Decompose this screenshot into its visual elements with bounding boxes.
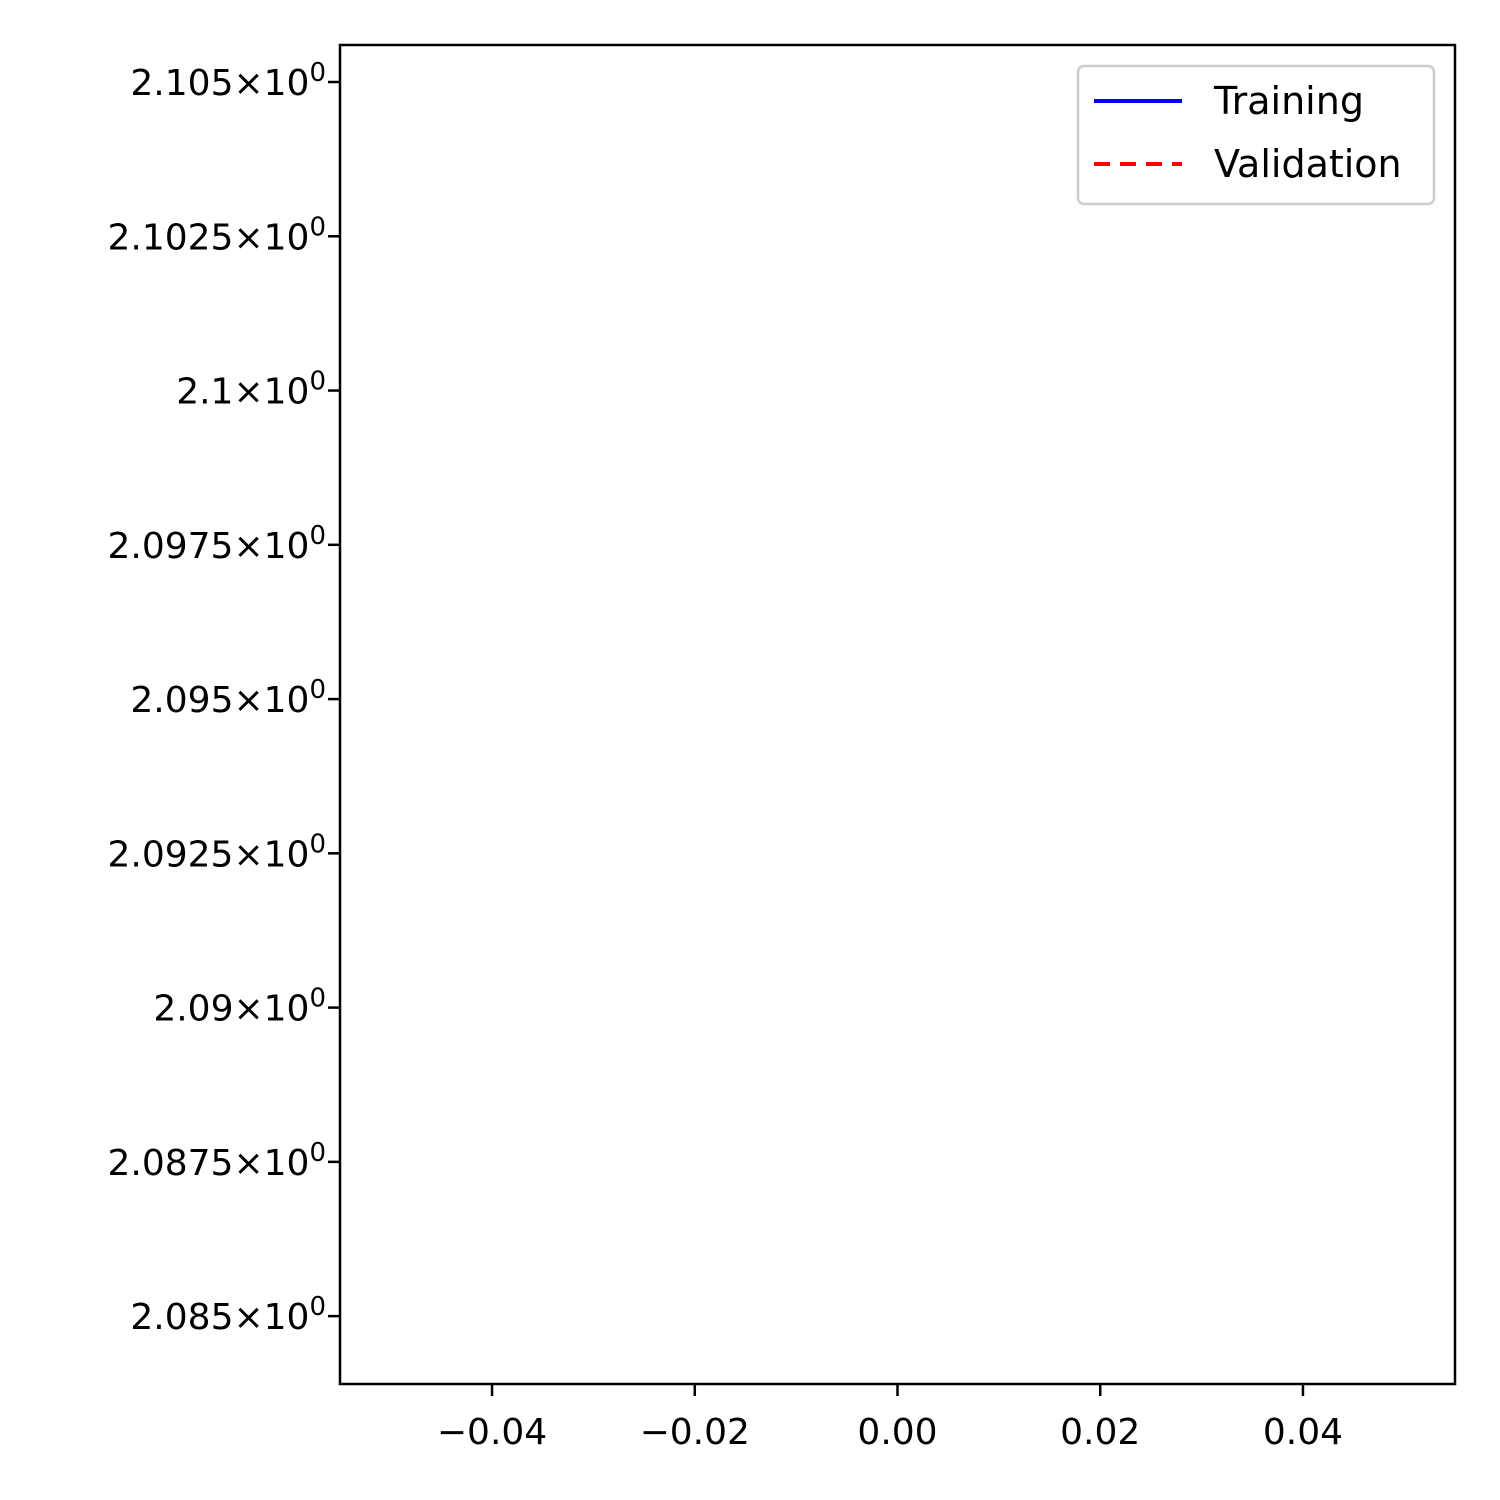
x-tick-label: 0.04 [1263,1412,1343,1453]
y-tick-mantissa: 2.0975 [108,526,234,567]
y-tick-base: ×10 [233,1297,309,1338]
x-tick-label: 0.00 [857,1412,937,1453]
y-tick-exponent: 0 [309,1138,326,1168]
y-tick-exponent: 0 [309,675,326,705]
legend: Training Validation [1076,64,1436,206]
y-tick-base: ×10 [233,1143,309,1184]
legend-label: Validation [1214,142,1402,186]
x-tick-label: −0.02 [640,1412,750,1453]
y-tick-exponent: 0 [309,212,326,242]
y-tick-mantissa: 2.09 [153,989,233,1030]
y-tick-exponent: 0 [309,1292,326,1322]
y-tick-mantissa: 2.085 [130,1297,233,1338]
y-tick-label: 2.0975×100 [108,521,327,567]
y-tick-exponent: 0 [309,367,326,397]
y-tick-label: 2.1025×100 [108,212,327,258]
y-tick-exponent: 0 [309,984,326,1014]
y-tick-label: 2.095×100 [130,675,326,721]
y-tick-exponent: 0 [309,58,326,88]
y-tick-label: 2.0925×100 [108,829,327,875]
y-tick-exponent: 0 [309,521,326,551]
y-tick-mantissa: 2.0875 [108,1143,234,1184]
y-tick-label: 2.085×100 [130,1292,326,1338]
y-tick-label: 2.09×100 [153,984,326,1030]
y-tick-exponent: 0 [309,829,326,859]
y-tick-label: 2.0875×100 [108,1138,327,1184]
y-tick-mantissa: 2.1025 [108,217,234,258]
y-tick-base: ×10 [233,989,309,1030]
y-tick-mantissa: 2.0925 [108,834,234,875]
y-tick-mantissa: 2.1 [176,372,233,413]
x-tick-label: 0.02 [1060,1412,1140,1453]
y-tick-label: 2.1×100 [176,367,326,413]
y-tick-label: 2.105×100 [130,58,326,104]
x-tick-label: −0.04 [437,1412,547,1453]
y-tick-mantissa: 2.105 [130,63,233,104]
y-axis: 2.105×1002.1025×1002.1×1002.0975×1002.09… [108,58,340,1338]
y-tick-base: ×10 [233,834,309,875]
y-tick-base: ×10 [233,680,309,721]
x-axis: −0.04 −0.02 0.00 0.02 0.04 [437,1384,1343,1453]
legend-label: Training [1213,79,1364,123]
y-tick-mantissa: 2.095 [130,680,233,721]
y-tick-base: ×10 [233,217,309,258]
y-tick-base: ×10 [233,63,309,104]
y-tick-base: ×10 [233,526,309,567]
y-tick-base: ×10 [233,372,309,413]
